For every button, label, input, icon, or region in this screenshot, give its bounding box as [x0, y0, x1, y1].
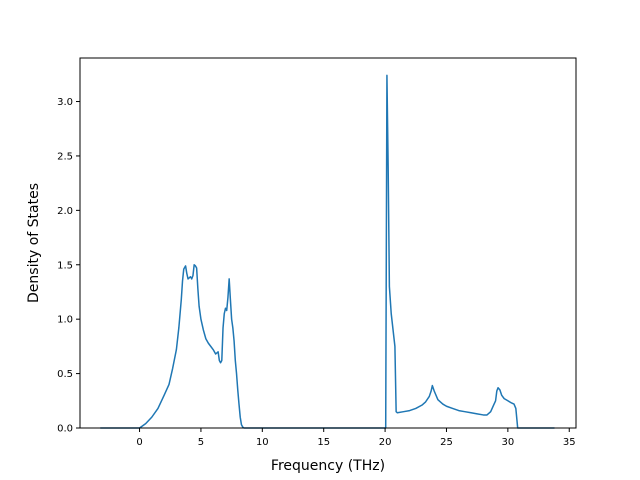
x-tick-label: 35: [563, 437, 576, 448]
y-axis-title: Density of States: [26, 183, 42, 303]
y-tick-label: 3.0: [57, 97, 73, 108]
x-tick-label: 10: [256, 437, 269, 448]
y-tick-label: 0.5: [57, 369, 73, 380]
plot-background: [80, 58, 576, 428]
x-tick-label: 25: [440, 437, 453, 448]
x-tick-label: 15: [317, 437, 330, 448]
plot-frame: [79, 57, 577, 429]
x-tick-label: 5: [198, 437, 204, 448]
x-axis-title: Frequency (THz): [271, 458, 385, 474]
data-layer: [100, 74, 555, 429]
x-tick-label: 0: [136, 437, 142, 448]
y-tick-label: 0.0: [57, 424, 73, 435]
ticks-layer: 0 5 10 15 20 25 30 35 0.0 0.5 1.0 1.5 2.0 2.5 3.0: [57, 97, 576, 448]
x-tick-label: 30: [501, 437, 514, 448]
y-tick-label: 2.5: [57, 151, 73, 162]
x-tick-label: 20: [379, 437, 392, 448]
y-tick-label: 1.0: [57, 315, 73, 326]
y-tick-label: 2.0: [57, 206, 73, 217]
y-tick-label: 1.5: [57, 260, 73, 271]
dos-series-line: [100, 74, 555, 429]
